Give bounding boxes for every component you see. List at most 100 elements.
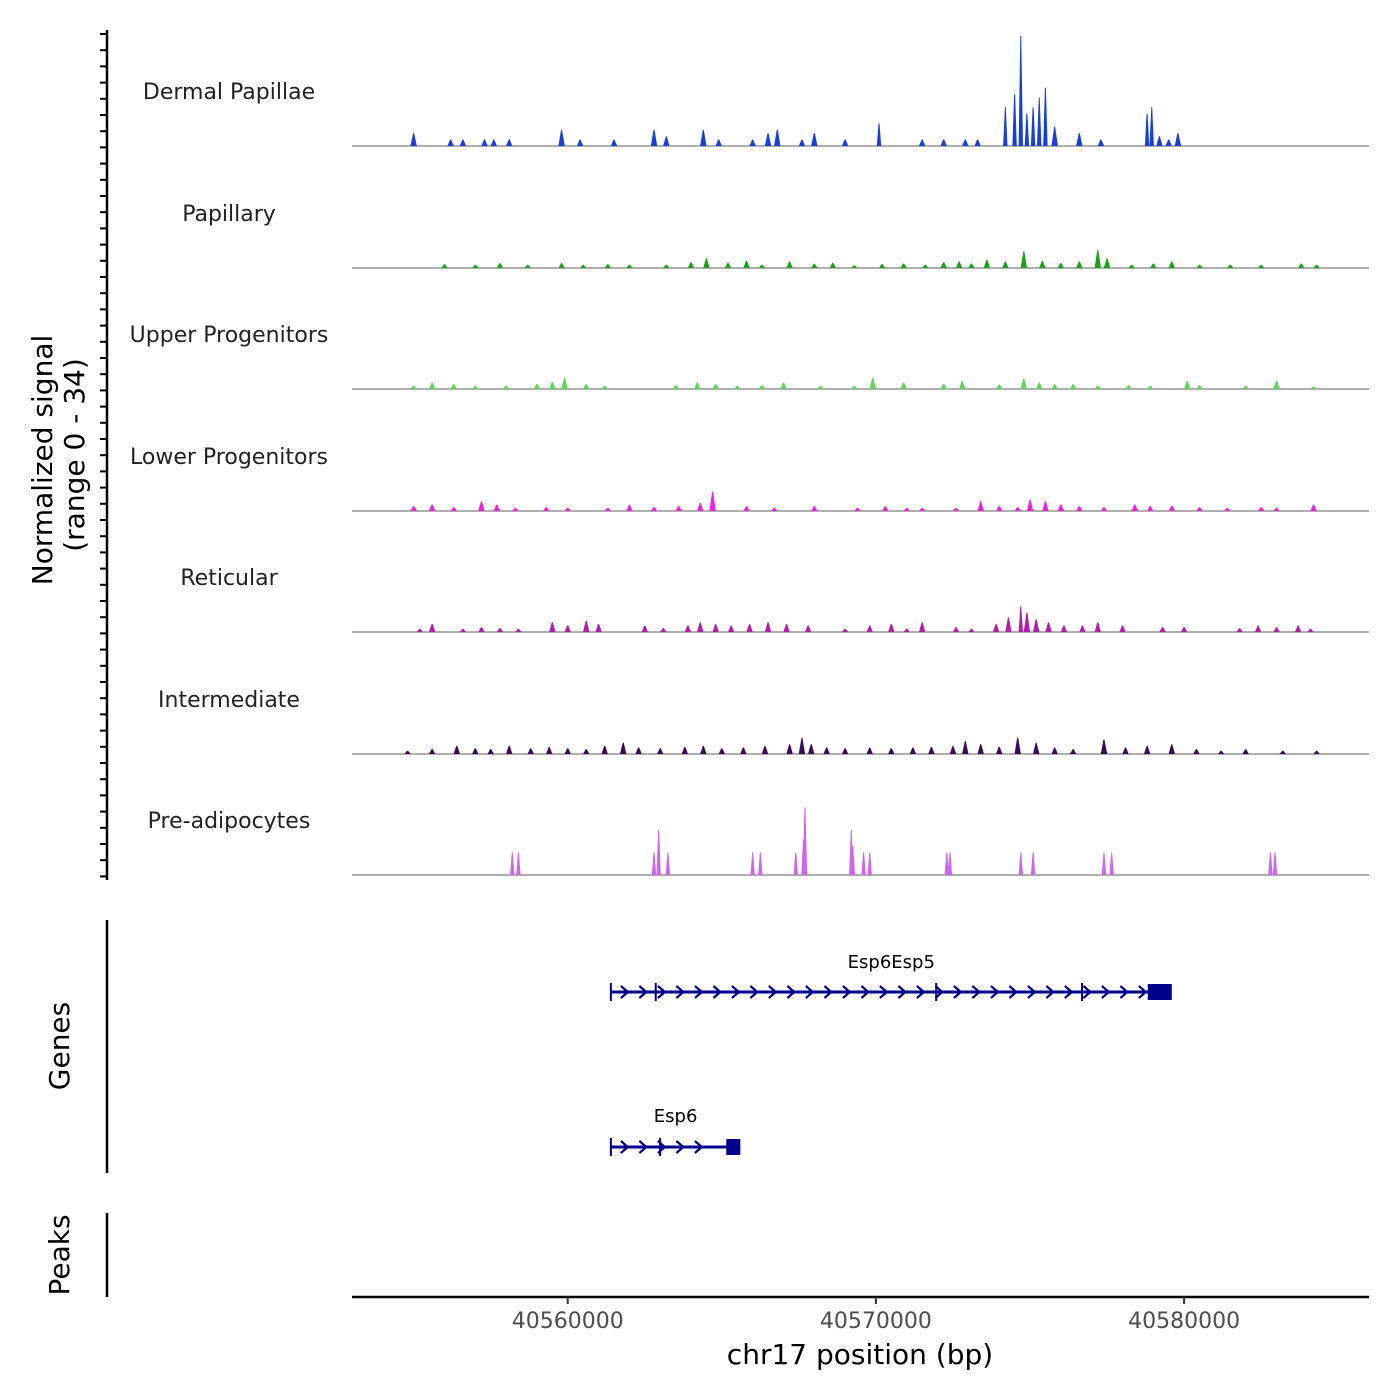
signal-peak [1257,264,1265,268]
signal-peak [900,263,907,268]
signal-peak [453,745,460,754]
signal-peak [1272,852,1278,875]
signal-peak [1279,750,1286,754]
track-lower-progenitors [352,491,1369,512]
signal-peak [1313,264,1320,268]
signal-peak [1023,612,1031,632]
signal-peak [1036,382,1043,389]
strand-arrow [1138,985,1148,999]
signal-peak [564,748,571,754]
signal-peak [1273,380,1280,389]
signal-peak [1273,507,1280,511]
signal-peak [604,264,611,268]
signal-peak [410,133,417,146]
signal-peak [952,627,960,632]
x-axis-ticks: 40560000 40570000 40580000 [512,1297,1240,1334]
signal-peak [1310,386,1317,389]
signal-peak [447,139,454,146]
signal-peak [579,264,587,268]
strand-arrow [842,985,852,999]
signal-peak [1043,87,1048,146]
signal-peak [506,745,513,754]
strand-arrow [675,1140,686,1154]
signal-tracks [352,36,1369,876]
track-labels: Dermal Papillae Papillary Upper Progenit… [130,80,329,834]
signal-peak [641,625,648,632]
signal-peak [949,745,957,754]
signal-peak [1159,627,1166,632]
terminal-exon [726,1139,741,1155]
signal-peak [746,623,753,632]
signal-peak [959,380,966,389]
signal-peak [1298,263,1305,268]
track-label-lower-progenitors: Lower Progenitors [130,445,328,470]
signal-peak [968,263,975,268]
strand-arrow [749,985,760,999]
signal-peak [1051,126,1058,146]
x-axis-title: chr17 position (bp) [727,1338,993,1371]
signal-peak [749,139,756,146]
signal-peak [1094,249,1101,268]
signal-peak [1109,852,1114,875]
signal-peak [663,264,670,268]
signal-peak [1026,499,1034,511]
signal-peak [1100,507,1108,511]
signal-peak [1174,133,1182,146]
signal-peak [712,623,719,632]
signal-peak [724,262,732,268]
signal-peak [804,625,812,632]
signal-peak [1180,627,1188,632]
signal-peak [1184,380,1191,389]
track-dermal-papillae [352,36,1369,147]
signal-peak [734,385,741,389]
x-tick-label: 40560000 [512,1309,624,1334]
signal-peak [947,852,953,875]
y-axis-subtitle: (range 0 - 34) [58,358,91,552]
signal-peak [650,507,658,511]
signal-peak [962,741,969,754]
strand-arrow [897,985,908,999]
signal-peak [876,123,882,146]
signal-peak [1030,852,1036,875]
signal-peak [1039,260,1046,268]
signal-peak [1196,507,1203,511]
x-tick-label: 40570000 [820,1309,932,1334]
signal-peak [583,749,590,754]
signal-peak [1294,625,1302,632]
signal-peak [1119,625,1126,632]
signal-peak [900,382,907,389]
signal-peak [478,501,485,511]
signal-peak [1069,384,1077,389]
signal-peak [583,620,590,632]
signal-peak [786,744,793,754]
signal-peak [1012,94,1017,146]
signal-peak [1051,747,1058,754]
signal-peak [854,507,861,511]
strand-arrow [1119,985,1130,999]
signal-peak [811,263,818,268]
signal-peak [1100,739,1108,754]
gene-label: Esp6Esp5 [848,952,935,973]
signal-peak [1076,506,1083,511]
signal-peak [1150,263,1157,268]
signal-peak [922,264,929,268]
signal-peak [996,506,1003,511]
signal-peak [962,139,969,146]
signal-peak [888,748,895,754]
signal-peak [496,628,504,632]
signal-peak [841,748,849,754]
signal-y-axis-ticks [100,33,107,878]
track-label-papillary: Papillary [182,202,276,227]
signal-peak [493,504,500,511]
signal-peak [783,623,790,632]
signal-peak [1125,385,1132,389]
signal-peak [459,628,467,632]
signal-peak [866,625,873,632]
signal-peak [1018,606,1023,632]
signal-peak [549,381,556,389]
signal-peak [955,261,963,268]
signal-peak [750,852,755,875]
track-intermediate [352,737,1369,755]
signal-peak [1147,506,1154,511]
